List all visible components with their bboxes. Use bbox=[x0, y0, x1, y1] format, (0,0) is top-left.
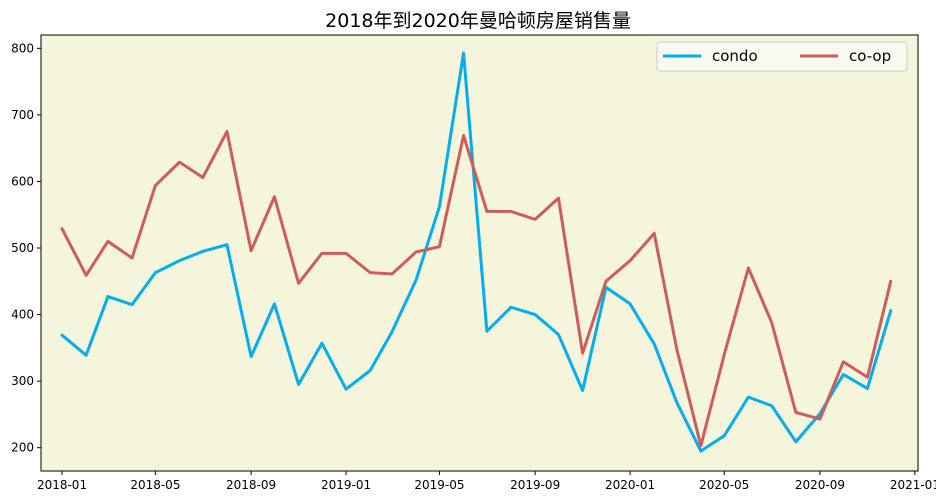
legend-label-co-op: co-op bbox=[849, 47, 891, 65]
chart-title: 2018年到2020年曼哈顿房屋销售量 bbox=[325, 10, 631, 32]
legend-label-condo: condo bbox=[712, 47, 758, 65]
x-tick-label: 2018-09 bbox=[226, 478, 276, 492]
y-tick-label: 700 bbox=[11, 108, 34, 122]
x-tick-label: 2020-09 bbox=[795, 478, 845, 492]
y-tick-label: 400 bbox=[11, 308, 34, 322]
series-layer bbox=[60, 51, 893, 453]
x-tick-label: 2021-01 bbox=[890, 478, 936, 492]
x-tick-label: 2019-01 bbox=[321, 478, 371, 492]
x-tick-label: 2020-01 bbox=[605, 478, 655, 492]
series-line-condo bbox=[60, 51, 893, 453]
x-tick-label: 2018-05 bbox=[130, 478, 180, 492]
y-tick-label: 800 bbox=[11, 41, 34, 55]
x-tick-label: 2019-09 bbox=[510, 478, 560, 492]
y-tick-label: 300 bbox=[11, 374, 34, 388]
y-tick-label: 200 bbox=[11, 441, 34, 455]
y-axis: 200 300 400 500 600 700 800 bbox=[11, 41, 41, 455]
x-tick-label: 2019-05 bbox=[414, 478, 464, 492]
y-tick-label: 600 bbox=[11, 174, 34, 188]
x-tick-label: 2018-01 bbox=[37, 478, 87, 492]
y-tick-label: 500 bbox=[11, 241, 34, 255]
x-axis: 2018-01 2018-05 2018-09 2019-01 2019-05 2019-… bbox=[37, 471, 936, 492]
x-tick-label: 2020-05 bbox=[699, 478, 749, 492]
legend-box bbox=[656, 41, 908, 72]
legend: condo co-op bbox=[656, 41, 908, 72]
series-line-co-op bbox=[60, 130, 893, 448]
